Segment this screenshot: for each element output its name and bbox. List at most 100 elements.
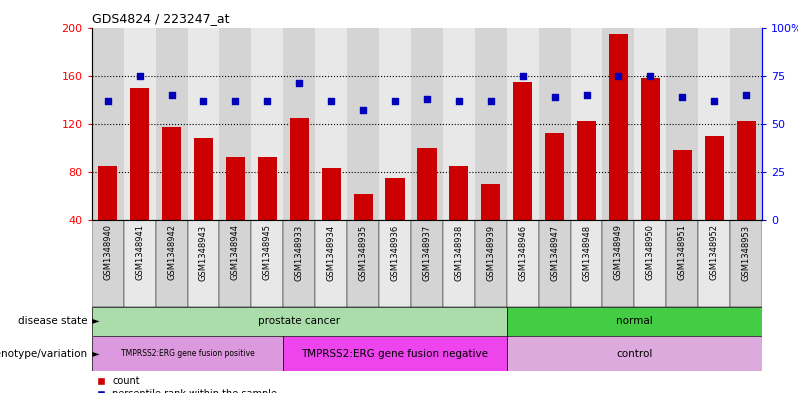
Text: control: control: [616, 349, 653, 359]
Text: TMPRSS2:ERG gene fusion negative: TMPRSS2:ERG gene fusion negative: [302, 349, 488, 359]
Bar: [634, 220, 666, 307]
Bar: [417, 148, 437, 220]
Bar: [577, 121, 596, 220]
Text: GSM1348953: GSM1348953: [741, 224, 751, 281]
Text: GSM1348951: GSM1348951: [678, 224, 687, 280]
Bar: [283, 336, 507, 371]
Point: [389, 97, 401, 104]
Bar: [188, 220, 219, 307]
Bar: [258, 158, 277, 220]
Text: GSM1348940: GSM1348940: [103, 224, 113, 280]
Point: [421, 95, 433, 102]
Bar: [507, 220, 539, 307]
Text: ►: ►: [89, 349, 100, 359]
Bar: [379, 220, 411, 307]
Bar: [730, 28, 762, 220]
Text: GSM1348944: GSM1348944: [231, 224, 240, 280]
Text: GSM1348946: GSM1348946: [518, 224, 527, 281]
Bar: [347, 28, 379, 220]
Bar: [411, 28, 443, 220]
Bar: [705, 136, 724, 220]
Bar: [130, 88, 149, 220]
Bar: [609, 33, 628, 220]
Text: GSM1348945: GSM1348945: [263, 224, 272, 280]
Text: GSM1348947: GSM1348947: [550, 224, 559, 281]
Bar: [315, 220, 347, 307]
Point: [580, 92, 593, 98]
Bar: [602, 220, 634, 307]
Text: GDS4824 / 223247_at: GDS4824 / 223247_at: [92, 12, 229, 25]
Bar: [251, 28, 283, 220]
Point: [261, 97, 274, 104]
Bar: [602, 28, 634, 220]
Text: GSM1348939: GSM1348939: [486, 224, 496, 281]
Bar: [156, 220, 188, 307]
Bar: [539, 28, 571, 220]
Text: GSM1348942: GSM1348942: [167, 224, 176, 280]
Text: ►: ►: [89, 316, 100, 326]
Bar: [92, 307, 507, 336]
Point: [740, 92, 753, 98]
Text: GSM1348937: GSM1348937: [422, 224, 432, 281]
Bar: [481, 184, 500, 220]
Text: GSM1348950: GSM1348950: [646, 224, 655, 280]
Bar: [385, 178, 405, 220]
Bar: [443, 28, 475, 220]
Bar: [641, 78, 660, 220]
Point: [101, 97, 114, 104]
Bar: [322, 168, 341, 220]
Bar: [188, 28, 219, 220]
Bar: [226, 158, 245, 220]
Bar: [507, 28, 539, 220]
Text: GSM1348943: GSM1348943: [199, 224, 208, 281]
Text: GSM1348935: GSM1348935: [358, 224, 368, 281]
Bar: [411, 220, 443, 307]
Bar: [315, 28, 347, 220]
Text: GSM1348952: GSM1348952: [709, 224, 719, 280]
Bar: [443, 220, 475, 307]
Bar: [449, 166, 468, 220]
Bar: [545, 133, 564, 220]
Text: normal: normal: [616, 316, 653, 326]
Text: disease state: disease state: [18, 316, 88, 326]
Point: [133, 72, 146, 79]
Text: GSM1348934: GSM1348934: [326, 224, 336, 281]
Bar: [507, 336, 762, 371]
Bar: [194, 138, 213, 220]
Point: [516, 72, 529, 79]
Bar: [666, 28, 698, 220]
Bar: [162, 127, 181, 220]
Bar: [290, 118, 309, 220]
Text: GSM1348941: GSM1348941: [135, 224, 144, 280]
Bar: [513, 82, 532, 220]
Bar: [219, 220, 251, 307]
Bar: [92, 28, 124, 220]
Point: [325, 97, 338, 104]
Point: [548, 94, 561, 100]
Text: GSM1348936: GSM1348936: [390, 224, 400, 281]
Bar: [379, 28, 411, 220]
Point: [197, 97, 210, 104]
Bar: [354, 194, 373, 220]
Text: GSM1348948: GSM1348948: [582, 224, 591, 281]
Text: TMPRSS2:ERG gene fusion positive: TMPRSS2:ERG gene fusion positive: [120, 349, 255, 358]
Text: GSM1348949: GSM1348949: [614, 224, 623, 280]
Point: [229, 97, 242, 104]
Bar: [92, 336, 283, 371]
Point: [165, 92, 178, 98]
Bar: [698, 220, 730, 307]
Bar: [251, 220, 283, 307]
Legend: count, percentile rank within the sample: count, percentile rank within the sample: [97, 376, 277, 393]
Point: [484, 97, 497, 104]
Bar: [92, 220, 124, 307]
Text: genotype/variation: genotype/variation: [0, 349, 88, 359]
Bar: [571, 28, 602, 220]
Bar: [156, 28, 188, 220]
Bar: [539, 220, 571, 307]
Bar: [347, 220, 379, 307]
Bar: [634, 28, 666, 220]
Point: [452, 97, 465, 104]
Point: [708, 97, 721, 104]
Bar: [475, 28, 507, 220]
Bar: [98, 166, 117, 220]
